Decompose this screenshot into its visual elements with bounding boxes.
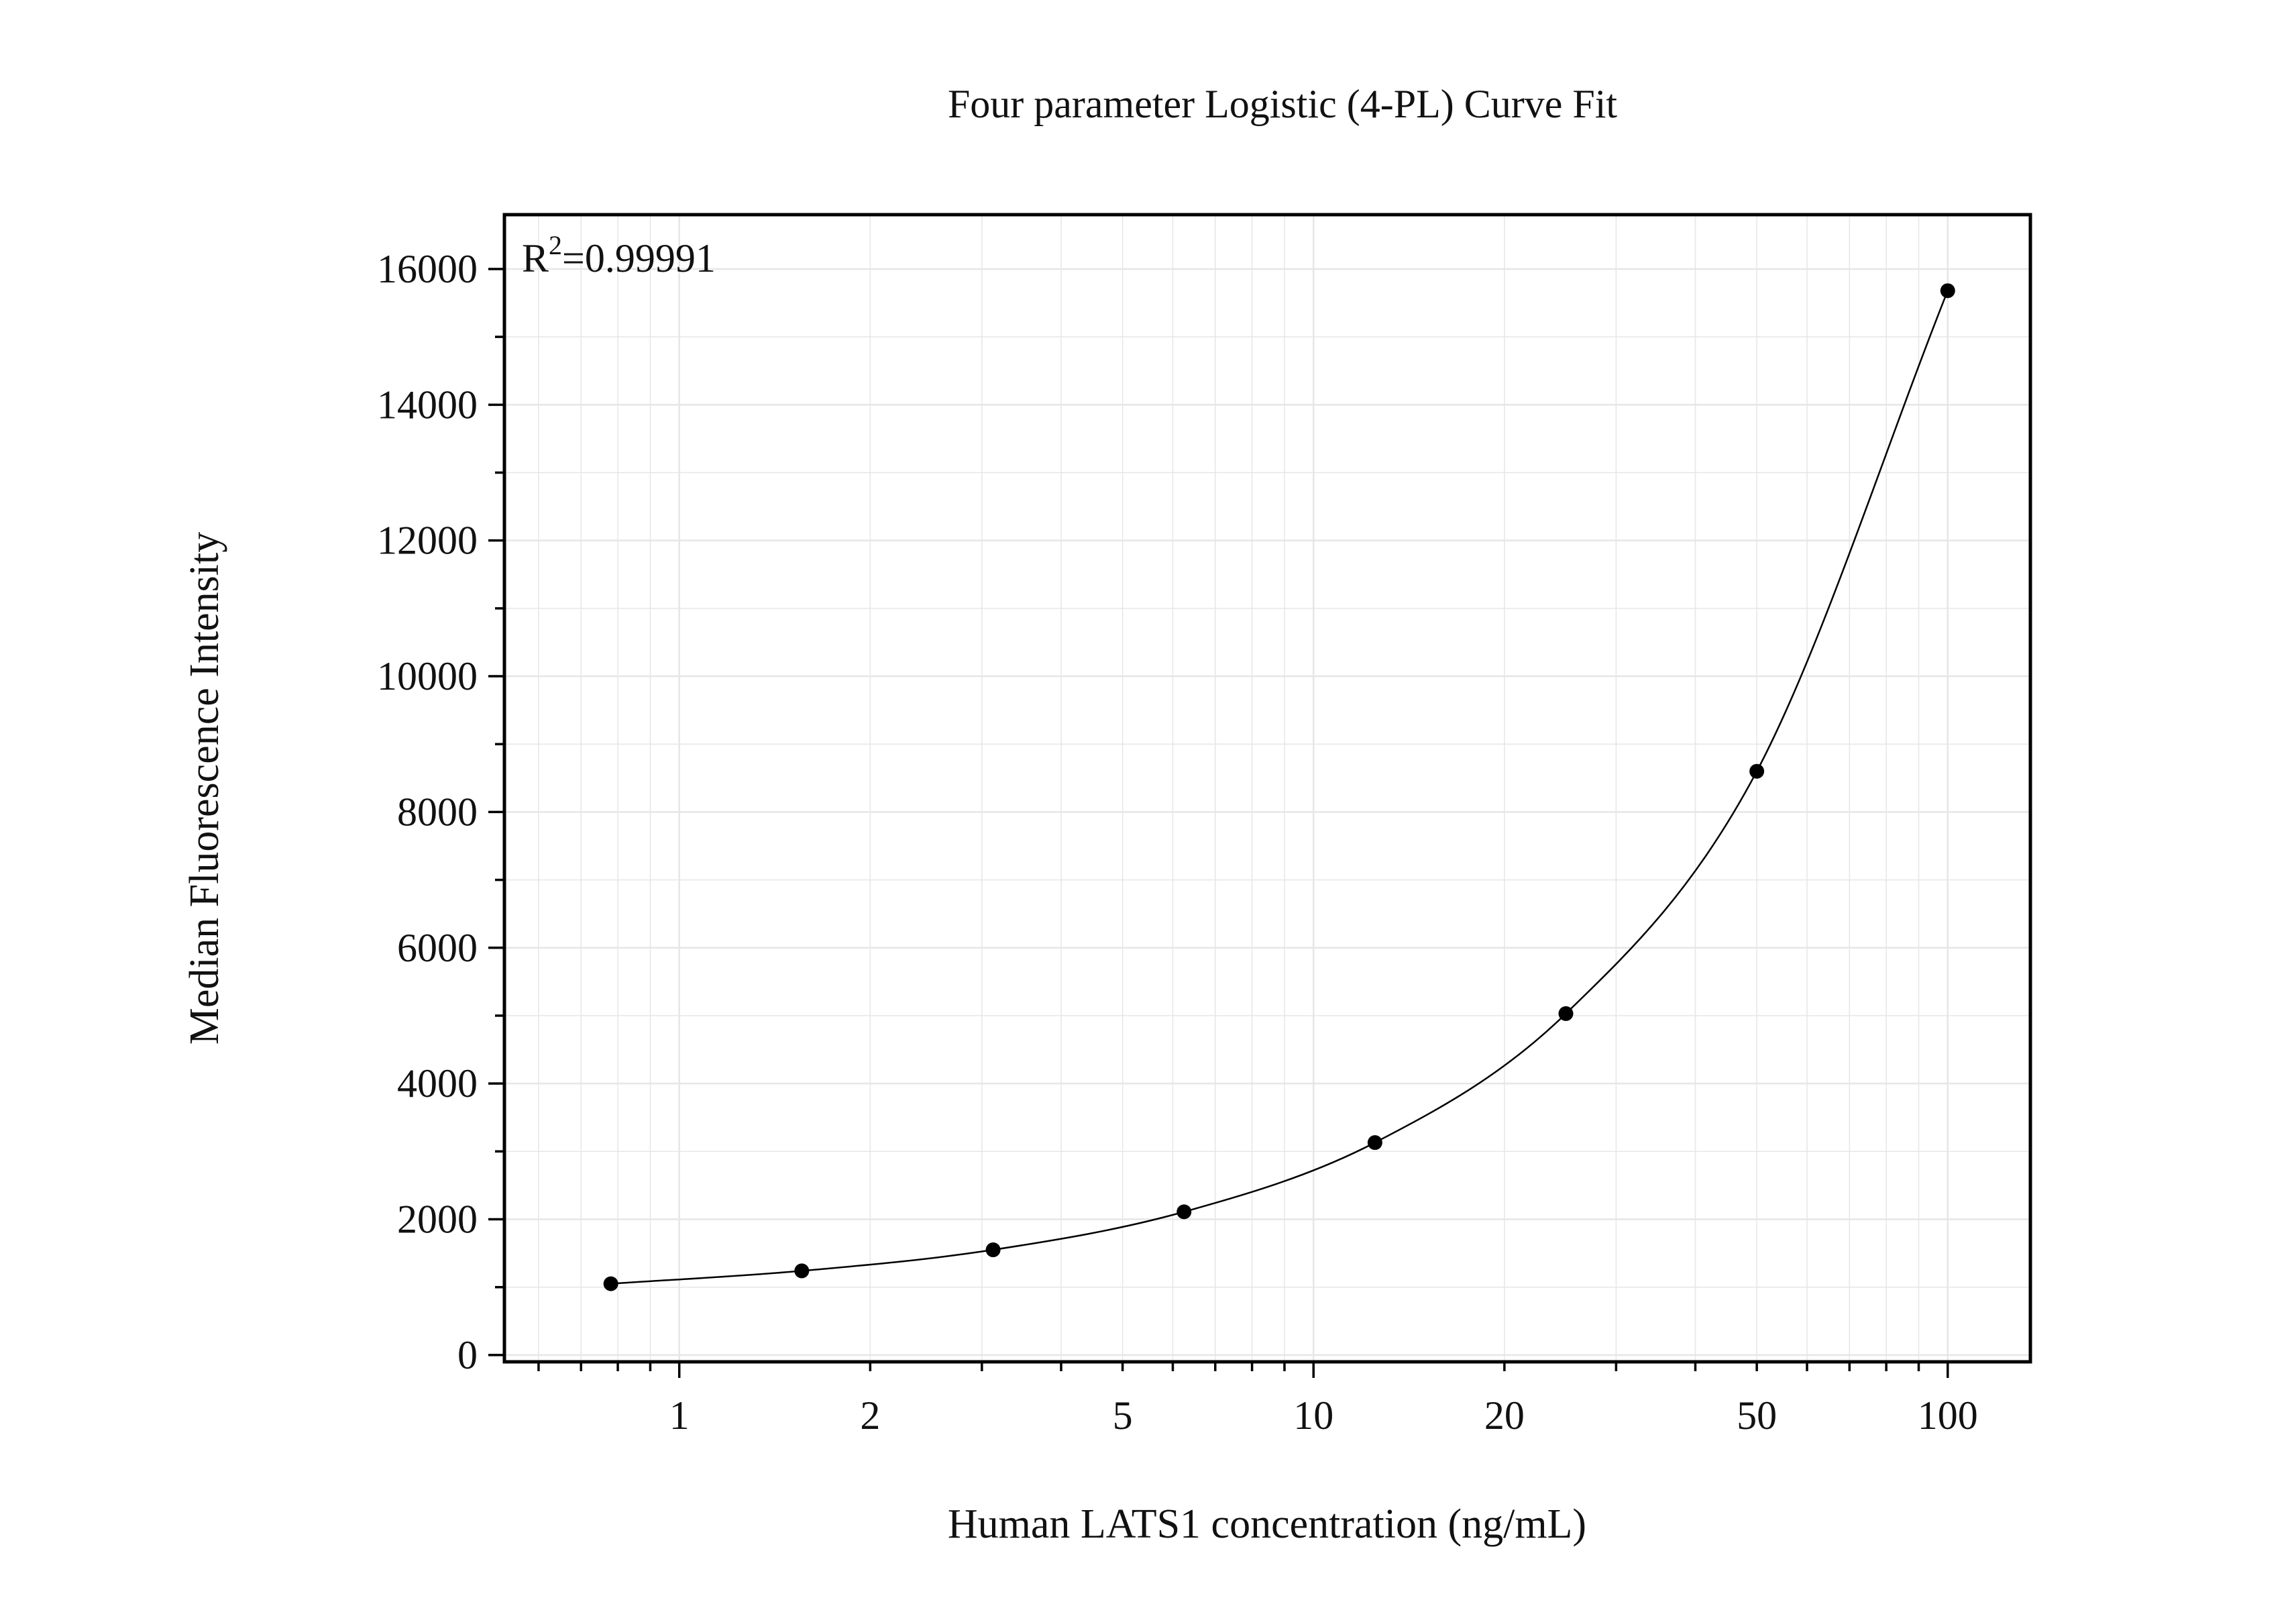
data-point [1558,1006,1574,1021]
x-tick-label: 20 [1484,1393,1525,1438]
chart-title: Four parameter Logistic (4-PL) Curve Fit [948,82,1617,126]
data-points [603,283,1955,1291]
data-point [1367,1135,1382,1151]
r-squared-annotation: R2=0.99991 [522,230,716,280]
y-tick-label: 2000 [397,1197,478,1242]
data-point [1749,763,1765,779]
r-squared-superscript: 2 [549,230,562,260]
y-tick-label: 6000 [397,926,478,970]
data-point [1177,1204,1192,1220]
r-squared-value: =0.99991 [562,236,716,280]
y-tick-label: 4000 [397,1061,478,1106]
data-point [1940,283,1955,299]
x-tick-label: 50 [1737,1393,1777,1438]
plot-frame [502,213,2032,1364]
x-tick-label: 1 [669,1393,690,1438]
x-axis-label: Human LATS1 concentration (ng/mL) [948,1501,1586,1547]
y-tick-label: 0 [457,1333,478,1377]
grid-lines [504,215,2030,1362]
x-tick-label: 100 [1918,1393,1978,1438]
x-tick-label: 5 [1113,1393,1133,1438]
data-point [794,1263,810,1279]
y-tick-labels: 0 2000 4000 6000 8000 10000 12000 14000 16000 [377,247,478,1377]
y-tick-label: 8000 [397,790,478,834]
x-tick-label: 2 [860,1393,880,1438]
r-squared-prefix: R [522,236,549,280]
y-tick-label: 16000 [377,247,478,291]
axis-ticks [488,268,1949,1378]
data-point [985,1242,1001,1258]
x-tick-label: 10 [1293,1393,1333,1438]
y-tick-label: 12000 [377,519,478,563]
y-axis-label: Median Fluorescence Intensity [182,532,227,1045]
data-point [603,1276,618,1291]
x-tick-labels: 1 2 5 10 20 50 100 [669,1393,1978,1438]
y-tick-label: 14000 [377,382,478,427]
y-tick-label: 10000 [377,654,478,698]
